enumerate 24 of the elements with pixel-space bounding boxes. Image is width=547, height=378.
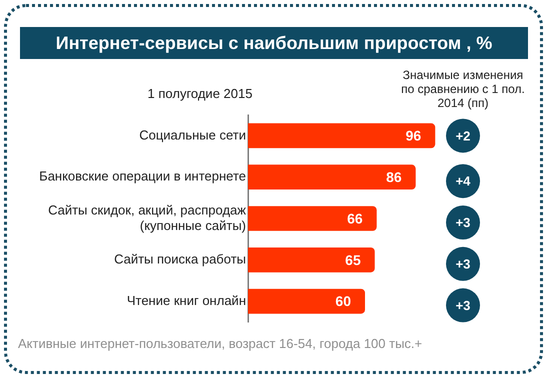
bar [248, 164, 416, 190]
text: +2 [456, 128, 470, 144]
text: +3 [456, 215, 470, 230]
data-label: 66 [347, 210, 363, 226]
y-tick-label: Чтение книг онлайн [126, 292, 246, 308]
bar [248, 123, 436, 148]
y-tick-label: Сайты скидок, акций, распродаж (купонные сайты) [48, 202, 246, 233]
bar [248, 206, 377, 231]
bar [248, 288, 365, 314]
y-tick-label: Банковские операции в интернете [39, 168, 246, 184]
data-label: 96 [406, 128, 422, 144]
text: +3 [456, 298, 470, 313]
chart-title: Интернет-сервисы с наибольшим приростом , % [20, 27, 528, 59]
chart-subtitle: 1 полугодие 2015 [146, 86, 254, 101]
text: +3 [456, 256, 470, 272]
data-label: 65 [345, 252, 361, 268]
data-label: 60 [335, 293, 352, 310]
y-tick-label: Социальные сети [139, 127, 246, 142]
text: Значимые изменения по сравнению с 1 пол. 2014 (пп) [400, 68, 526, 110]
y-tick-label: Сайты поиска работы [114, 251, 246, 266]
data-label: 86 [386, 168, 402, 185]
text: Активные интернет-пользователи, возраст 16-54, города 100 тыс.+ [18, 336, 424, 352]
bar [248, 247, 375, 272]
text: +4 [456, 174, 472, 189]
